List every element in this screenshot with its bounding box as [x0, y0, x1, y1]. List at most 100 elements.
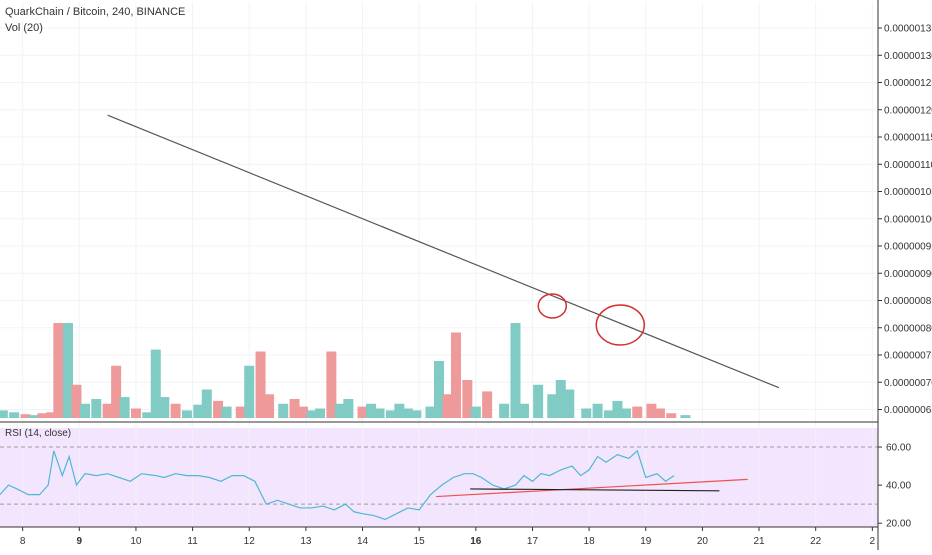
- volume-bar: [221, 406, 232, 418]
- volume-bar: [442, 394, 453, 418]
- volume-bar: [255, 351, 266, 418]
- volume-bar: [411, 410, 422, 418]
- volume-bar: [357, 406, 368, 418]
- volume-bar: [20, 414, 31, 418]
- volume-legend[interactable]: Vol (20): [5, 22, 43, 34]
- volume-bar: [434, 361, 444, 418]
- time-tick-label: 16: [470, 536, 482, 547]
- volume-bar: [298, 406, 309, 418]
- volume-bar: [612, 400, 623, 418]
- rsi-trendline: [436, 478, 748, 498]
- price-tick-label: 0.00000135: [884, 24, 932, 35]
- time-tick-label: 12: [244, 536, 256, 547]
- volume-bar: [159, 397, 170, 418]
- volume-bar: [244, 365, 255, 418]
- price-tick-label: 0.00000065: [884, 405, 932, 416]
- volume-bar: [315, 408, 326, 418]
- price-tick-label: 0.00000120: [884, 105, 932, 116]
- time-tick-label: 2: [870, 536, 876, 547]
- time-tick-label: 13: [300, 536, 312, 547]
- volume-bar: [374, 408, 385, 418]
- rsi-tick-label: 60.00: [886, 443, 911, 454]
- volume-bar: [9, 412, 20, 418]
- volume-bar: [53, 323, 64, 418]
- price-tick-label: 0.00000075: [884, 351, 932, 362]
- volume-bar: [470, 406, 481, 418]
- volume-bar: [264, 394, 275, 418]
- time-tick-label: 11: [187, 536, 198, 547]
- rsi-panel-background: [0, 428, 878, 527]
- volume-bar: [603, 410, 614, 418]
- price-tick-label: 0.00000125: [884, 78, 932, 89]
- volume-bar: [394, 403, 405, 418]
- volume-bar: [547, 394, 558, 418]
- price-tick-label: 0.00000115: [884, 133, 932, 144]
- volume-bar: [518, 403, 529, 418]
- price-tick-label: 0.00000100: [884, 214, 932, 225]
- volume-bar: [37, 413, 48, 418]
- time-tick-label: 17: [527, 536, 539, 547]
- volume-bar: [555, 380, 566, 418]
- volume-bars: [0, 323, 691, 418]
- time-tick-label: 22: [810, 536, 822, 547]
- volume-bar: [632, 406, 643, 418]
- volume-bar: [193, 404, 204, 418]
- volume-bar: [326, 351, 337, 418]
- volume-bar: [130, 408, 141, 418]
- volume-bar: [450, 332, 461, 418]
- price-tick-label: 0.00000090: [884, 269, 932, 280]
- annotation-circles[interactable]: [537, 293, 646, 346]
- time-tick-label: 21: [753, 536, 765, 547]
- time-tick-label: 8: [20, 536, 26, 547]
- volume-bar: [499, 403, 510, 418]
- volume-bar: [111, 365, 122, 418]
- volume-bar: [666, 413, 677, 418]
- rsi-tick-label: 40.00: [886, 481, 911, 492]
- rsi-legend[interactable]: RSI (14, close): [5, 428, 72, 439]
- volume-bar: [462, 380, 473, 418]
- trendline[interactable]: [107, 114, 780, 389]
- time-tick-label: 18: [584, 536, 596, 547]
- trendline-segment: [107, 114, 780, 389]
- volume-bar: [482, 391, 493, 418]
- volume-bar: [150, 349, 161, 418]
- price-tick-label: 0.00000105: [884, 187, 932, 198]
- symbol-legend[interactable]: QuarkChain / Bitcoin, 240, BINANCE: [5, 6, 186, 18]
- time-tick-label: 15: [414, 536, 426, 547]
- rsi-indicator: [0, 446, 878, 521]
- rsi-tick-label: 20.00: [886, 519, 911, 530]
- volume-bar: [620, 408, 631, 418]
- volume-bar: [533, 384, 544, 418]
- volume-bar: [71, 384, 82, 418]
- volume-bar: [170, 403, 181, 418]
- volume-bar: [425, 406, 436, 418]
- volume-bar: [654, 408, 665, 418]
- price-tick-label: 0.00000130: [884, 51, 932, 62]
- volume-bar: [102, 403, 113, 418]
- volume-bar: [402, 408, 413, 418]
- volume-bar: [119, 397, 130, 418]
- volume-bar: [366, 403, 377, 418]
- rsi-trendline: [470, 488, 720, 492]
- volume-bar: [91, 399, 102, 418]
- rsi-line: [0, 449, 675, 521]
- volume-bar: [79, 403, 90, 418]
- volume-bar: [306, 410, 317, 418]
- volume-bar: [181, 410, 192, 418]
- time-tick-label: 10: [130, 536, 142, 547]
- volume-bar: [289, 399, 300, 418]
- volume-bar: [646, 403, 657, 418]
- volume-bar: [334, 403, 345, 418]
- volume-bar: [278, 403, 289, 418]
- volume-bar: [0, 410, 8, 418]
- volume-bar: [201, 389, 212, 418]
- volume-bar: [564, 389, 575, 418]
- volume-bar: [581, 408, 592, 418]
- annotation-circle: [595, 304, 646, 346]
- volume-bar: [343, 399, 354, 418]
- volume-bar: [235, 406, 246, 418]
- time-tick-label: 19: [640, 536, 652, 547]
